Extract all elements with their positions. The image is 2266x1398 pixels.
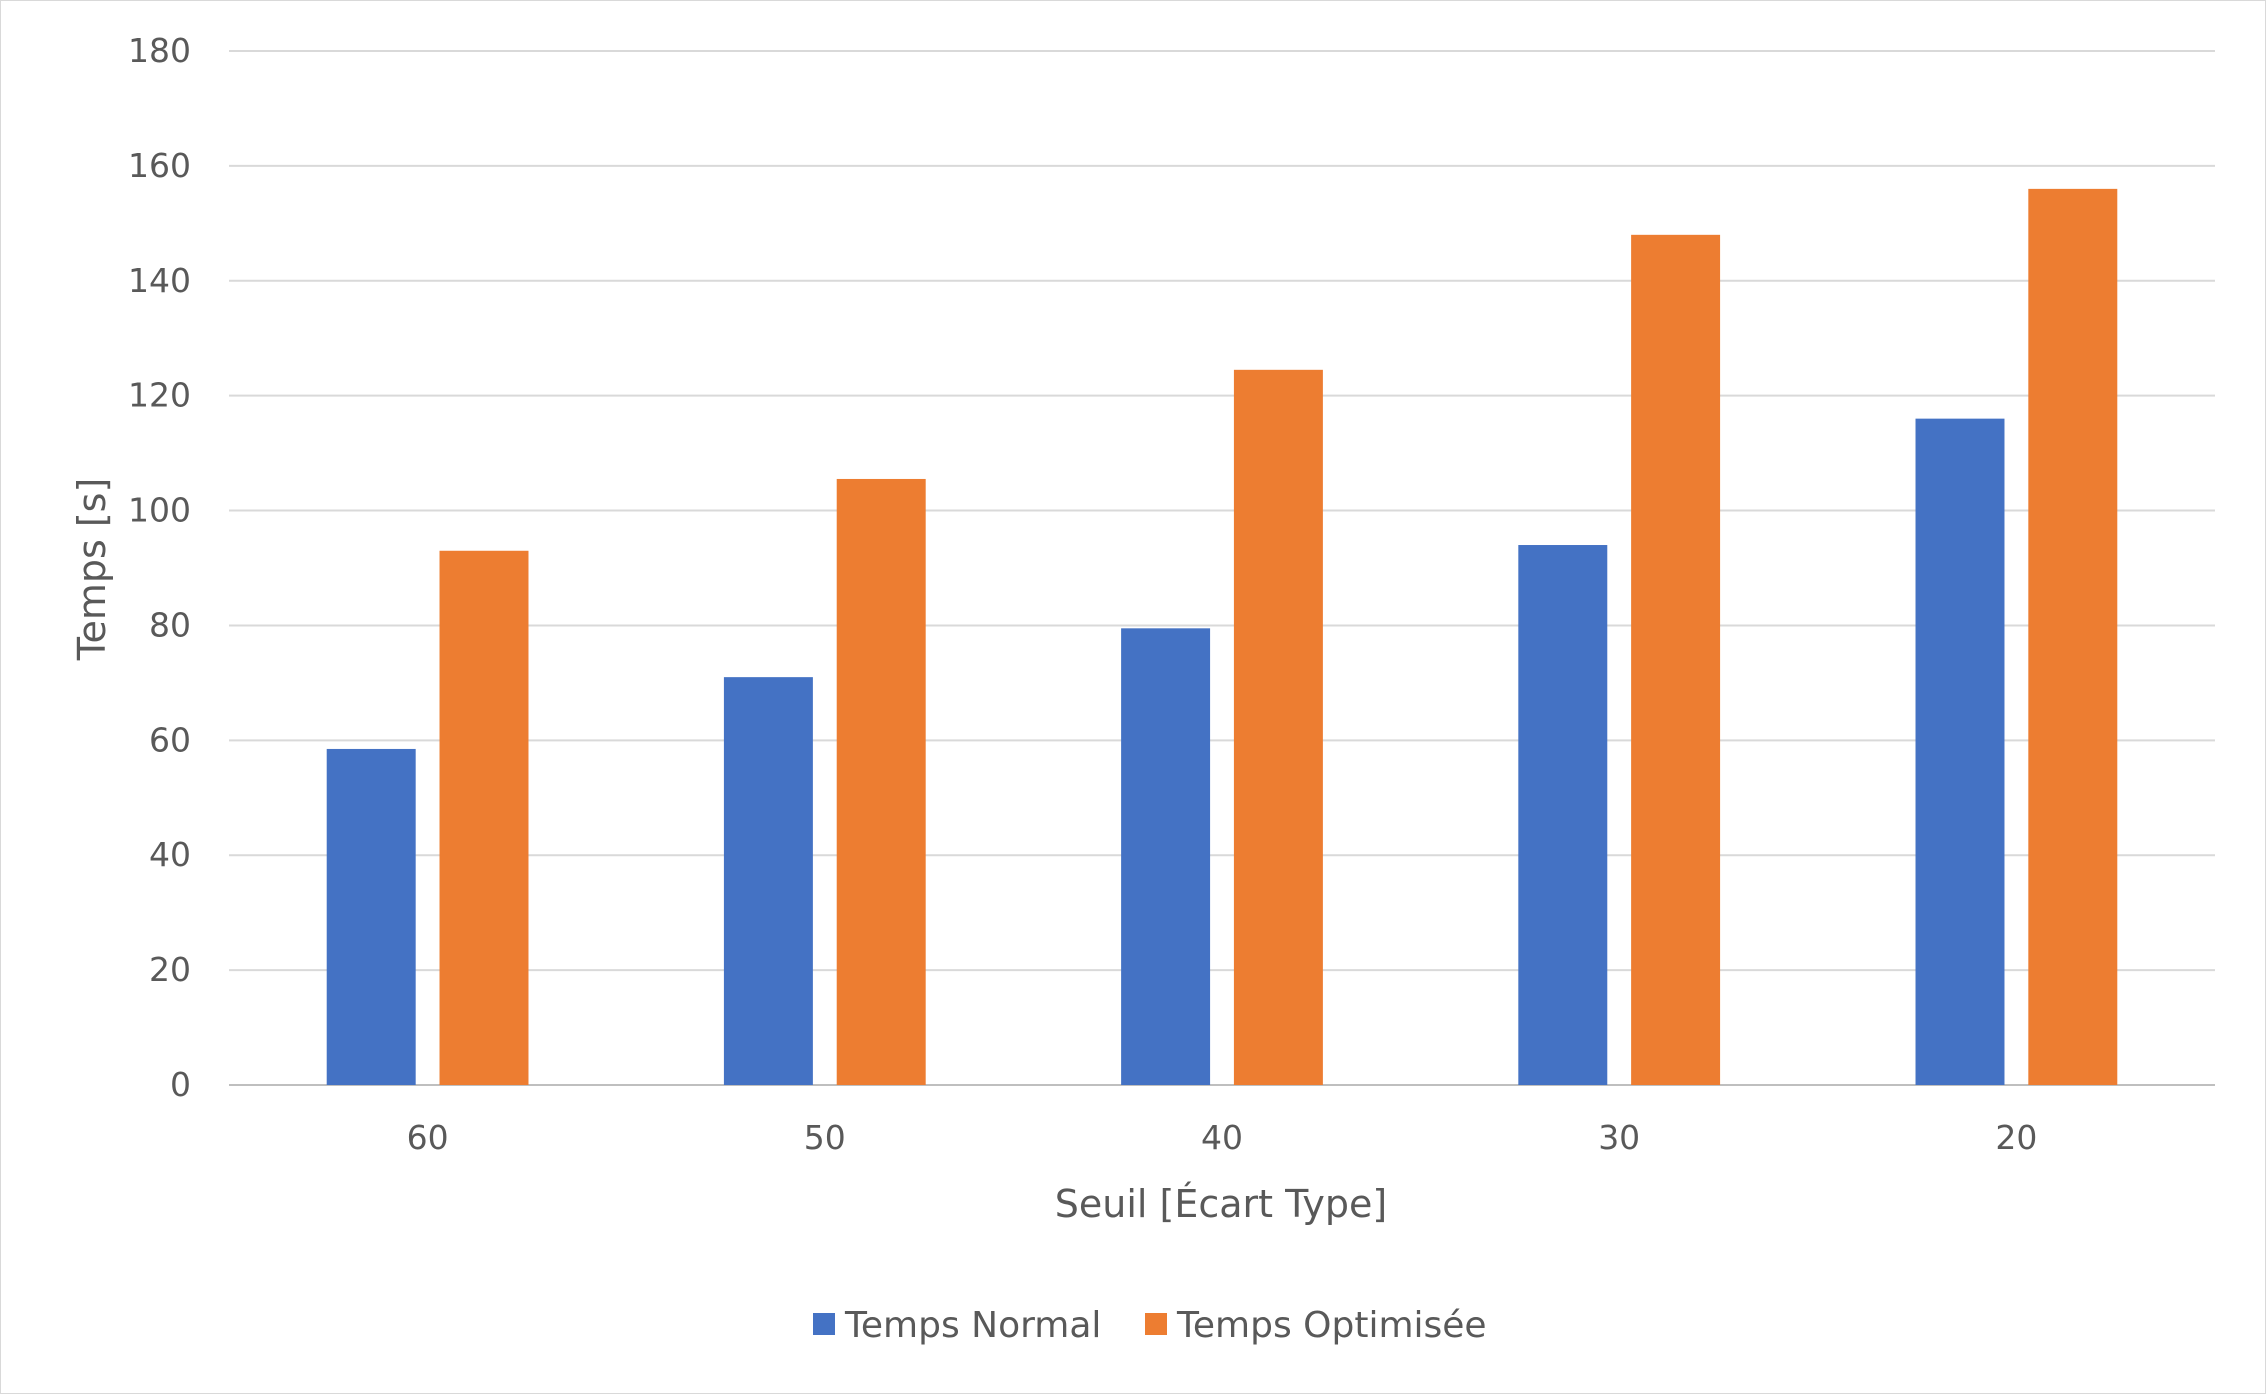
- y-tick-label: 20: [149, 950, 191, 989]
- x-tick-label: 50: [804, 1118, 846, 1157]
- bar-temps-normal-40: [1121, 628, 1211, 1085]
- y-tick-label: 160: [128, 146, 191, 185]
- x-tick-label: 40: [1201, 1118, 1243, 1157]
- x-tick-label: 20: [1995, 1118, 2037, 1157]
- bar-temps-normal-50: [723, 677, 813, 1085]
- bar-temps-optimisee-30: [1631, 234, 1721, 1086]
- x-tick-labels: 60 50 40 30 20: [407, 1118, 2038, 1157]
- legend-label-temps-optimisee: Temps Optimisée: [1176, 1305, 1487, 1346]
- bars: [326, 188, 2118, 1086]
- bar-temps-normal-60: [326, 748, 416, 1085]
- x-tick-label: 30: [1598, 1118, 1640, 1157]
- y-tick-label: 120: [128, 376, 191, 415]
- bar-temps-optimisee-60: [439, 550, 529, 1085]
- y-tick-label: 60: [149, 720, 191, 759]
- bar-temps-normal-20: [1915, 418, 2005, 1086]
- legend-swatch-temps-optimisee: [1145, 1313, 1167, 1335]
- bar-temps-optimisee-20: [2028, 188, 2118, 1085]
- legend-item-temps-optimisee: Temps Optimisée: [1145, 1305, 1487, 1346]
- legend: Temps Normal Temps Optimisée: [813, 1305, 1487, 1346]
- y-axis-title: Temps [s]: [70, 478, 114, 662]
- legend-label-temps-normal: Temps Normal: [844, 1305, 1101, 1346]
- y-tick-label: 80: [149, 605, 191, 644]
- y-tick-label: 140: [128, 261, 191, 300]
- gridlines: [229, 50, 2215, 1086]
- bar-temps-normal-30: [1518, 545, 1608, 1085]
- bar-temps-optimisee-40: [1233, 369, 1323, 1086]
- y-tick-label: 180: [128, 31, 191, 70]
- legend-swatch-temps-normal: [813, 1313, 835, 1335]
- y-tick-label: 0: [170, 1065, 191, 1104]
- y-tick-label: 40: [149, 835, 191, 874]
- bar-temps-optimisee-50: [836, 478, 926, 1085]
- x-axis-title: Seuil [Écart Type]: [1055, 1182, 1388, 1226]
- legend-item-temps-normal: Temps Normal: [813, 1305, 1101, 1346]
- y-tick-label: 100: [128, 491, 191, 530]
- y-tick-labels: 0 20 40 60 80 100 120 140 160 180: [128, 31, 191, 1104]
- x-tick-label: 60: [407, 1118, 449, 1157]
